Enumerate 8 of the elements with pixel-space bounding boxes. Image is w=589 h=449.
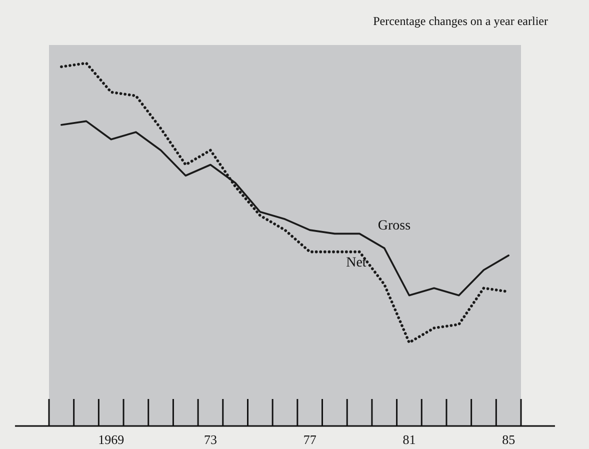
series-label: Gross (378, 218, 411, 234)
x-tick-label: 73 (204, 432, 217, 447)
x-tick-label: 81 (402, 432, 416, 447)
x-tick-label: 1969 (98, 432, 124, 447)
x-tick-label: 85 (502, 432, 516, 447)
series-label: Net (346, 256, 366, 271)
y-axis-title: Percentage changes on a year earlier (373, 14, 548, 28)
x-tick-label: 77 (303, 432, 317, 447)
